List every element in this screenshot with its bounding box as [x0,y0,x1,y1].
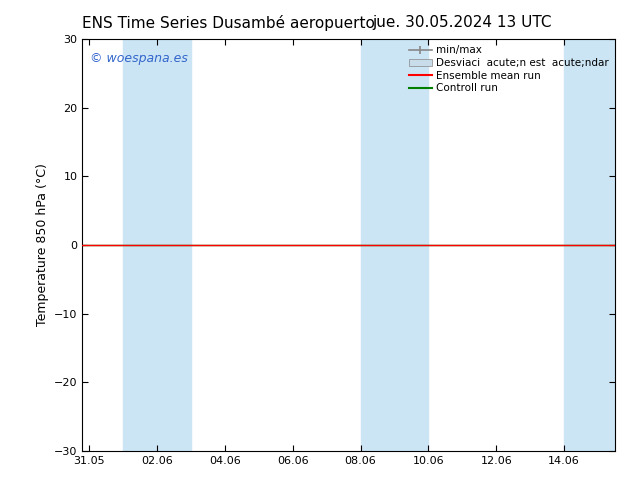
Bar [564,39,615,451]
Y-axis label: Temperature 850 hPa (°C): Temperature 850 hPa (°C) [36,164,49,326]
Text: ENS Time Series Dusambé aeropuerto: ENS Time Series Dusambé aeropuerto [82,15,375,31]
Text: © woespana.es: © woespana.es [91,51,188,65]
Legend: min/max, Desviaci  acute;n est  acute;ndar, Ensemble mean run, Controll run: min/max, Desviaci acute;n est acute;ndar… [406,42,612,97]
Text: jue. 30.05.2024 13 UTC: jue. 30.05.2024 13 UTC [372,15,552,30]
Bar [361,39,429,451]
Bar [123,39,191,451]
